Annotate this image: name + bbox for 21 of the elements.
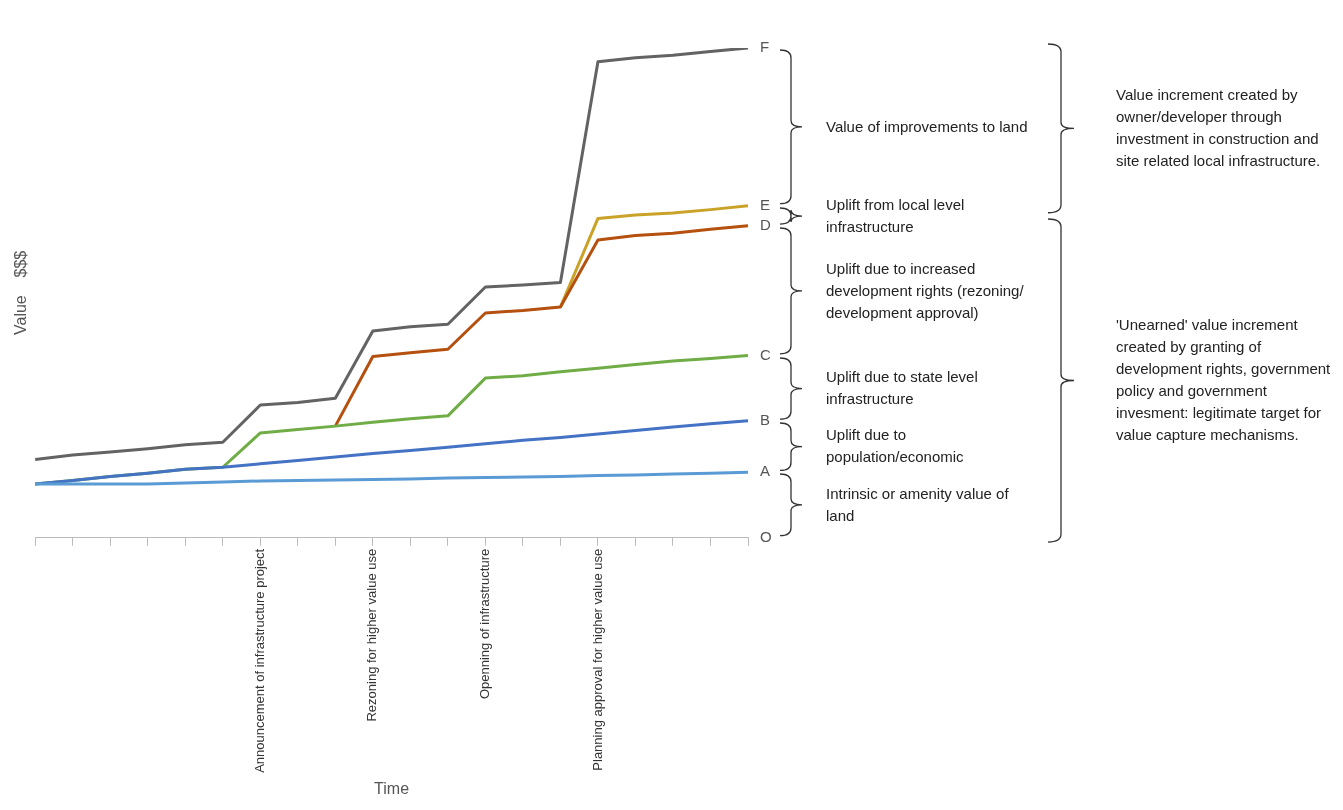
text: O — [760, 527, 772, 545]
text: Uplift due to population/economic — [826, 425, 965, 468]
text: 'Unearned' value increment created by granting of development rights, government policy and government invesment: legitimate target for value capture mechanisms. — [1116, 315, 1332, 446]
series-label: E — [760, 195, 771, 213]
text: Value increment created by owner/developer through investment in construction and site related local infrastructure. — [1116, 85, 1322, 172]
series-label: D — [760, 215, 771, 233]
series-label: A — [760, 462, 771, 480]
text: Intrinsic or amenity value of land — [826, 483, 1010, 526]
x-tick-label: Openning of infrastructure — [476, 548, 492, 700]
series-label: C — [760, 345, 771, 363]
x-tick-label: Planning approval for higher value use — [589, 548, 605, 771]
x-axis-title: Time — [374, 779, 410, 797]
x-tick-label: Announcement of infrastructure project — [251, 548, 267, 773]
series-label: B — [760, 410, 771, 428]
text: Uplift due to increased development rights (rezoning/ development approval) — [826, 258, 1025, 323]
text: Uplift due to state level infrastructure — [826, 367, 979, 410]
text: Value of improvements to land — [826, 116, 1029, 137]
x-tick-label: Rezoning for higher value use — [364, 548, 380, 722]
y-axis-title: Value $$$ — [12, 250, 30, 335]
series-label: F — [760, 38, 770, 56]
text: Uplift from local level infrastructure — [826, 194, 966, 237]
